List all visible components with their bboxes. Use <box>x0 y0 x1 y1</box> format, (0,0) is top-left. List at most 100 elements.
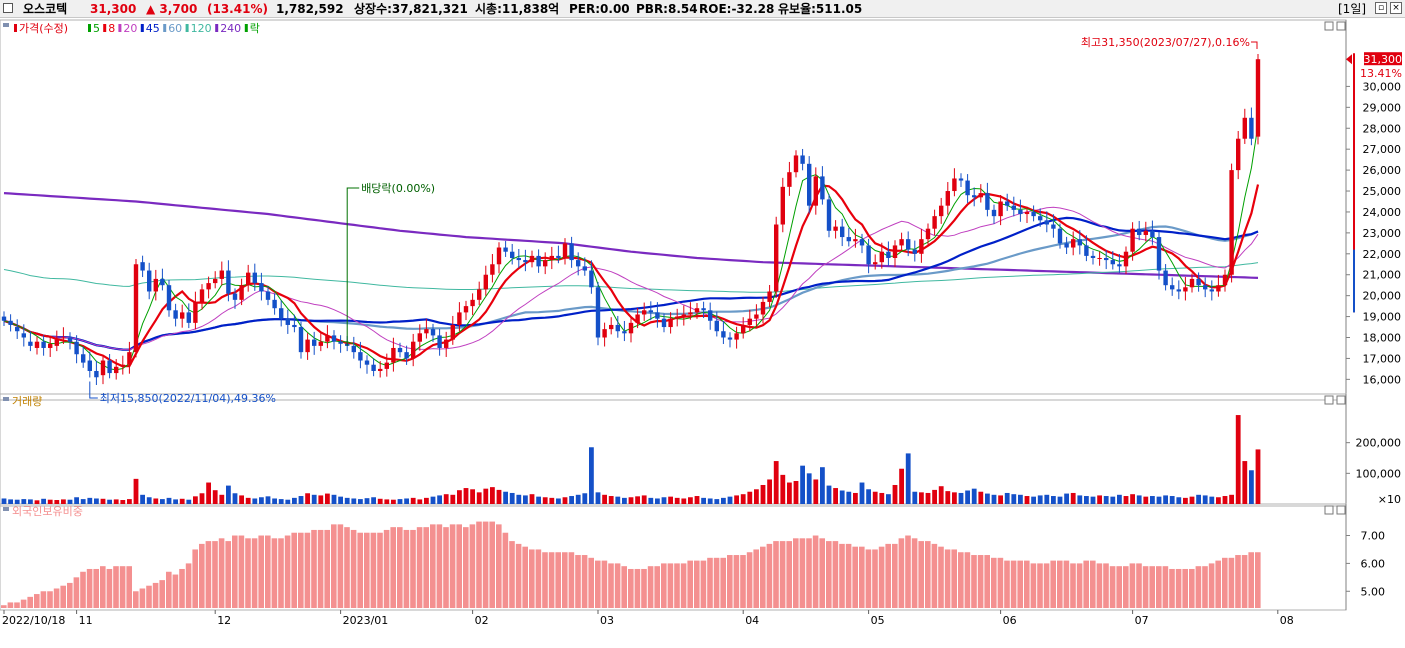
candle-body <box>622 331 627 334</box>
candle-body <box>1024 211 1030 215</box>
ma20-line <box>3 206 1259 351</box>
stock-name[interactable]: 오스코텍 <box>23 2 68 16</box>
candle-body <box>298 327 304 353</box>
volume-bar <box>787 482 792 504</box>
volume-bar <box>351 498 357 504</box>
foreign-ratio-bar <box>34 594 40 608</box>
panel-menu-icon[interactable] <box>3 23 9 27</box>
foreign-ratio-bar <box>740 555 746 608</box>
period-label[interactable]: [1일] <box>1338 2 1367 16</box>
candle-body <box>1156 237 1162 271</box>
volume-bar <box>1064 493 1069 504</box>
candle-body <box>140 262 145 271</box>
select-checkbox[interactable] <box>3 3 13 13</box>
foreign-ratio-bar <box>1030 563 1037 608</box>
volume-bar <box>1004 492 1010 504</box>
candle-body <box>576 260 581 267</box>
candle-body <box>906 239 911 250</box>
volume-bar <box>853 492 858 504</box>
x-axis-tick-label: 06 <box>1003 614 1017 627</box>
foreign-ratio-bar <box>317 529 324 608</box>
volume-bar <box>641 495 647 504</box>
legend-swatch <box>88 24 91 32</box>
volume-bar <box>496 489 502 504</box>
volume-bar <box>503 491 508 504</box>
candle-body <box>807 163 812 206</box>
foreign-ratio-bar <box>67 582 73 608</box>
panel-minimize-icon[interactable] <box>1324 505 1334 515</box>
per-value: PER:0.00 <box>569 2 630 16</box>
candle-body <box>312 339 317 346</box>
x-axis-tick-label: 12 <box>217 614 231 627</box>
candle-body <box>147 270 152 292</box>
high-annotation: 최고31,350(2023/07/27),0.16% <box>1081 36 1250 49</box>
legend-label: 락 <box>250 22 260 35</box>
panel-close-icon[interactable] <box>1336 395 1346 405</box>
foreign-ratio-bar <box>1037 563 1043 608</box>
candle-body <box>879 251 884 263</box>
foreign-ratio-bar <box>1116 566 1122 608</box>
foreign-ratio-bar <box>179 568 185 608</box>
foreign-ratio-bar <box>350 529 357 608</box>
stock-chart[interactable]: 16,000 17,000 18,000 19,000 20,000 21,000 22,0… <box>0 18 1405 648</box>
foreign-ratio-bar <box>1162 566 1169 608</box>
foreign-ratio-bar <box>898 538 905 608</box>
close-window-icon[interactable]: × <box>1390 2 1402 14</box>
foreign-ratio-bar <box>482 521 489 608</box>
panel-close-icon[interactable] <box>1336 21 1346 31</box>
candle-body <box>1163 270 1168 286</box>
candle-body <box>384 362 389 369</box>
volume-bar <box>325 493 330 504</box>
panel-close-icon[interactable] <box>1336 505 1346 515</box>
foreign-ratio-bar <box>403 529 410 608</box>
candle-body <box>826 199 832 231</box>
volume-bar <box>1216 497 1221 504</box>
foreign-ratio-bar <box>509 541 515 608</box>
foreign-ratio-bar <box>1103 563 1109 608</box>
candle-body <box>721 331 726 338</box>
panel-menu-icon[interactable] <box>3 507 9 511</box>
volume-bar <box>628 497 634 504</box>
candle-body <box>483 274 488 290</box>
foreign-ratio-bar <box>271 538 278 608</box>
volume-bar <box>833 488 838 504</box>
volume-bar <box>1024 496 1030 504</box>
foreign-ratio-bar <box>1175 568 1182 608</box>
volume-bar <box>694 496 700 504</box>
volume-bar <box>245 497 251 504</box>
candle-body <box>351 345 356 353</box>
candle-body <box>1130 228 1135 252</box>
foreign-ratio-bar <box>152 582 159 608</box>
panel-minimize-icon[interactable] <box>1324 21 1334 31</box>
x-axis-tick-label: 02 <box>475 614 489 627</box>
volume-bar <box>932 489 937 504</box>
foreign-ratio-bar <box>687 560 693 608</box>
foreign-ratio-bar <box>647 566 654 608</box>
volume-bar <box>285 499 291 504</box>
foreign-ratio-bar <box>1182 568 1188 608</box>
reserve-ratio: 유보율:511.05 <box>778 2 863 16</box>
foreign-ratio-bar <box>1083 560 1089 608</box>
restore-window-icon[interactable]: ▫ <box>1375 2 1387 14</box>
candle-body <box>411 341 416 359</box>
foreign-ratio-bar <box>370 532 377 608</box>
volume-bar <box>674 497 680 504</box>
foreign-ratio-bar <box>568 552 575 608</box>
candle-body <box>747 318 752 325</box>
volume-bar <box>212 490 218 504</box>
volume-unit-label: ×10 <box>1378 493 1401 506</box>
candle-body <box>1090 255 1096 258</box>
foreign-ratio-bar <box>931 543 938 608</box>
foreign-ratio-bar <box>469 524 476 608</box>
legend-label: 20 <box>123 22 137 35</box>
foreign-ratio-bar <box>20 599 27 608</box>
foreign-ratio-bar <box>265 535 271 608</box>
foreign-ratio-bar <box>1156 566 1162 608</box>
panel-menu-icon[interactable] <box>3 397 9 401</box>
foreign-ratio-bar <box>786 541 792 608</box>
volume-bar <box>14 499 20 504</box>
volume-bar <box>450 494 456 504</box>
panel-minimize-icon[interactable] <box>1324 395 1334 405</box>
volume-bar <box>470 489 475 504</box>
price-axis-tick-label: 23,000 <box>1363 227 1402 240</box>
